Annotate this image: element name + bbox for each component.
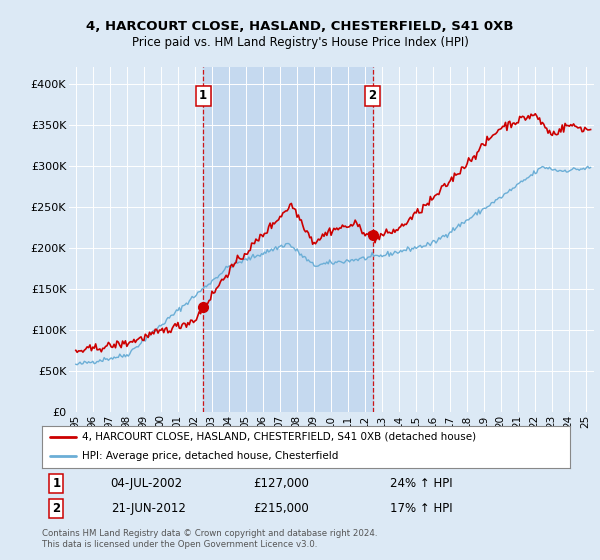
- Text: 2: 2: [368, 90, 377, 102]
- Bar: [203, 67, 373, 412]
- Text: 4, HARCOURT CLOSE, HASLAND, CHESTERFIELD, S41 0XB: 4, HARCOURT CLOSE, HASLAND, CHESTERFIELD…: [86, 20, 514, 32]
- Text: 21-JUN-2012: 21-JUN-2012: [110, 502, 185, 515]
- Text: £127,000: £127,000: [253, 477, 309, 490]
- Text: Contains HM Land Registry data © Crown copyright and database right 2024.
This d: Contains HM Land Registry data © Crown c…: [42, 529, 377, 549]
- Text: 2: 2: [52, 502, 61, 515]
- Text: 1: 1: [52, 477, 61, 490]
- Text: 24% ↑ HPI: 24% ↑ HPI: [391, 477, 453, 490]
- Text: 1: 1: [199, 90, 207, 102]
- Text: 17% ↑ HPI: 17% ↑ HPI: [391, 502, 453, 515]
- Text: Price paid vs. HM Land Registry's House Price Index (HPI): Price paid vs. HM Land Registry's House …: [131, 36, 469, 49]
- Text: HPI: Average price, detached house, Chesterfield: HPI: Average price, detached house, Ches…: [82, 451, 338, 461]
- Text: 4, HARCOURT CLOSE, HASLAND, CHESTERFIELD, S41 0XB (detached house): 4, HARCOURT CLOSE, HASLAND, CHESTERFIELD…: [82, 432, 476, 442]
- Text: £215,000: £215,000: [253, 502, 309, 515]
- Text: 04-JUL-2002: 04-JUL-2002: [110, 477, 183, 490]
